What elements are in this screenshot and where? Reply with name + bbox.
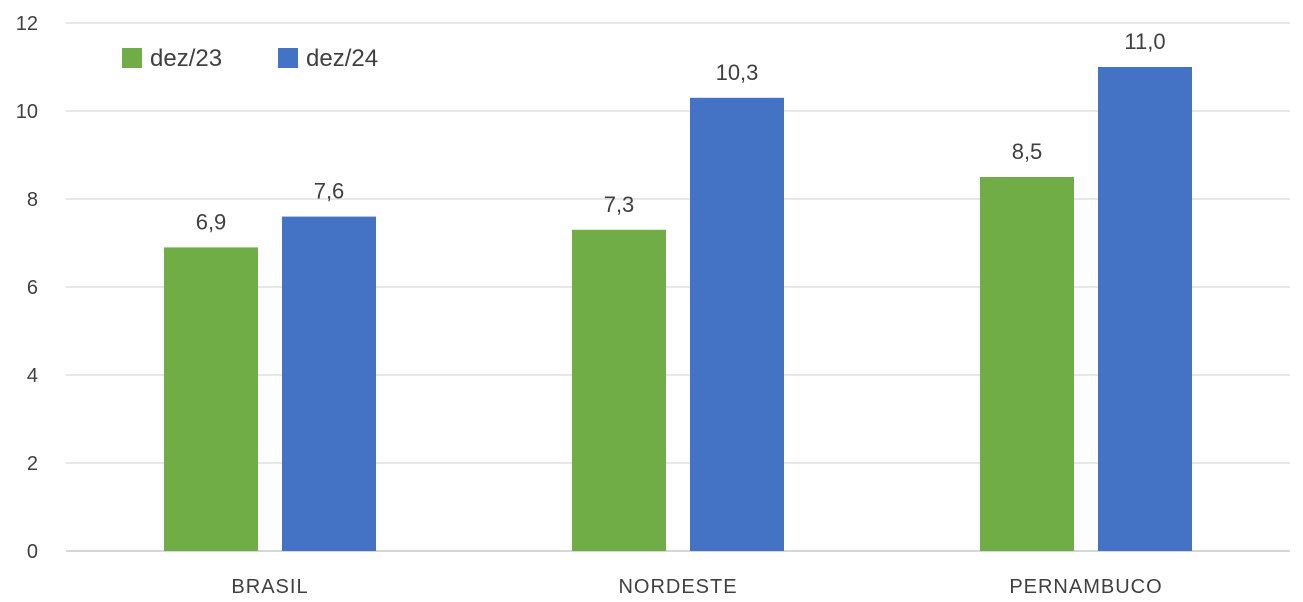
bar-dez-23-nordeste: [572, 229, 666, 552]
y-tick-label: 10: [16, 101, 38, 123]
bars: [164, 67, 1192, 552]
legend-label: dez/23: [150, 45, 222, 72]
x-category-label: NORDESTE: [618, 576, 737, 598]
x-axis: BRASIL NORDESTE PERNAMBUCO: [231, 576, 1162, 598]
y-tick-label: 8: [27, 189, 38, 211]
legend-label: dez/24: [306, 45, 378, 72]
y-tick-label: 0: [27, 541, 38, 563]
y-tick-label: 4: [27, 365, 38, 387]
y-tick-label: 12: [16, 13, 38, 35]
legend-swatch: [278, 48, 298, 68]
data-label: 11,0: [1124, 29, 1165, 54]
bar-dez-23-brasil: [164, 247, 258, 551]
bar-dez-24-pernambuco: [1098, 67, 1192, 551]
legend-swatch: [122, 48, 142, 68]
data-label: 7,3: [604, 192, 635, 217]
y-tick-label: 2: [27, 453, 38, 475]
bar-dez-24-brasil: [282, 216, 376, 551]
bar-dez-24-nordeste: [690, 97, 784, 552]
legend: dez/23 dez/24: [122, 45, 378, 72]
data-label: 6,9: [196, 209, 227, 234]
data-labels: 6,9 7,6 7,3 10,3 8,5 11,0: [196, 29, 1166, 234]
y-axis: 0 2 4 6 8 10 12: [16, 13, 38, 563]
gridlines: [66, 22, 1290, 552]
data-label: 10,3: [716, 60, 759, 85]
y-tick-label: 6: [27, 277, 38, 299]
data-label: 8,5: [1012, 139, 1043, 164]
bar-dez-23-pernambuco: [980, 177, 1074, 551]
x-category-label: PERNAMBUCO: [1009, 576, 1162, 598]
x-category-label: BRASIL: [231, 576, 308, 598]
data-label: 7,6: [314, 179, 345, 204]
